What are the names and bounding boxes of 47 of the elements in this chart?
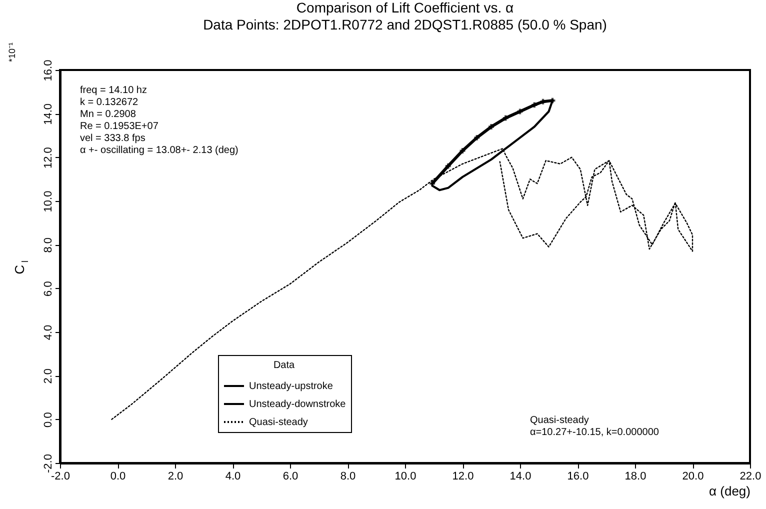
y-tick-label: 6.0 — [42, 281, 54, 296]
point — [474, 134, 480, 140]
point — [460, 148, 466, 154]
annotation: Mn = 0.2908 — [80, 109, 136, 120]
y-axis-title: Cl — [12, 260, 30, 274]
y-tick-label: 4.0 — [42, 324, 54, 340]
annotation: vel = 333.8 fps — [80, 133, 146, 144]
annotation: k = 0.132672 — [80, 97, 139, 108]
x-tick-label: 10.0 — [394, 470, 416, 482]
x-axis-title: α (deg) — [709, 484, 750, 498]
legend-label: Unsteady-downstroke — [249, 399, 346, 410]
legend-label: Unsteady-upstroke — [249, 381, 334, 392]
x-tick-label: 16.0 — [567, 470, 589, 482]
y-tick-label: 8.0 — [42, 238, 54, 253]
annotation: α +- oscillating = 13.08+- 2.13 (deg) — [80, 145, 238, 156]
point — [532, 102, 538, 108]
annotation: Re = 0.1953E+07 — [80, 121, 159, 132]
y-tick-label: 10.0 — [42, 190, 54, 212]
point — [540, 98, 546, 104]
y-tick-label: 2.0 — [42, 368, 54, 384]
x-tick-label: 22.0 — [740, 470, 762, 482]
x-tick-label: 4.0 — [225, 470, 241, 482]
point — [502, 115, 508, 121]
chart-title: Comparison of Lift Coefficient vs. α — [296, 0, 514, 16]
x-tick-label: 18.0 — [624, 470, 646, 482]
x-tick-label: 0.0 — [110, 470, 126, 482]
x-tick-label: 2.0 — [168, 470, 184, 482]
annotation: α=10.27+-10.15, k=0.000000 — [530, 427, 660, 438]
y-tick-label: 0.0 — [42, 412, 54, 428]
x-tick-label: 8.0 — [340, 470, 356, 482]
text: *10⁻¹ — [7, 42, 17, 62]
legend-label: Quasi-steady — [249, 417, 308, 428]
annotation: Quasi-steady — [530, 415, 589, 426]
legend-title: Data — [273, 360, 295, 371]
x-tick-label: 6.0 — [282, 470, 298, 482]
point — [445, 163, 451, 169]
y-tick-label: 12.0 — [42, 147, 54, 169]
x-tick-label: 14.0 — [510, 470, 532, 482]
x-tick-label: 20.0 — [682, 470, 704, 482]
point — [488, 124, 494, 130]
annotation: freq = 14.10 hz — [80, 85, 147, 96]
point — [430, 180, 436, 186]
x-tick-label: -2.0 — [51, 470, 70, 482]
chart-subtitle: Data Points: 2DPOT1.R0772 and 2DQST1.R0885 (50.0 % Span) — [203, 16, 607, 32]
y-tick-label: 16.0 — [42, 60, 54, 82]
y-tick-label: 14.0 — [42, 103, 54, 125]
x-tick-label: 12.0 — [452, 470, 474, 482]
